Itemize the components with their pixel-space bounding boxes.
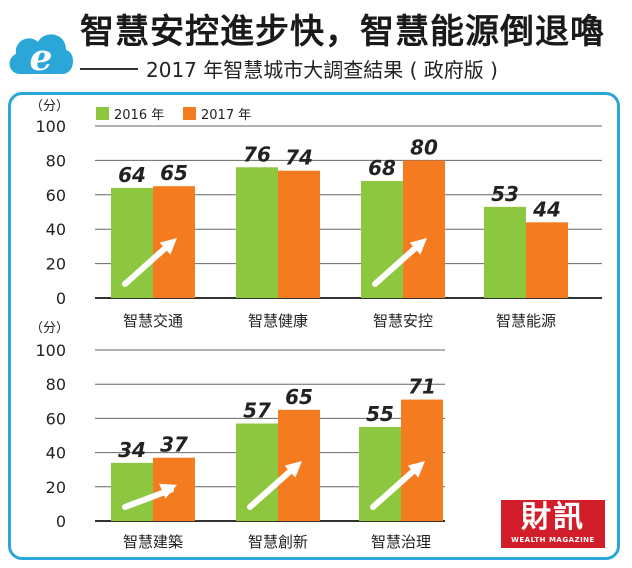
- improvement-arrow-icon: [122, 238, 177, 287]
- y-tick-label: 0: [56, 289, 66, 308]
- y-tick-label: 100: [35, 117, 66, 136]
- category-label: 智慧交通: [123, 312, 183, 330]
- bar-value-label: 64: [118, 163, 146, 187]
- arrow-head: [159, 238, 177, 255]
- bar-value-label: 71: [408, 375, 436, 399]
- improvement-arrow-icon: [122, 483, 177, 510]
- bar-2017: [401, 399, 443, 521]
- bar-value-label: 80: [410, 135, 438, 159]
- y-tick-label: 40: [46, 220, 66, 239]
- y-tick-label: 80: [46, 375, 66, 394]
- y-tick-label: 20: [46, 255, 66, 274]
- legend-label-2016: 2016 年: [114, 108, 164, 123]
- page-subtitle: 2017 年智慧城市大調查結果 ( 政府版 ): [146, 58, 498, 82]
- bar-2017: [526, 222, 568, 298]
- y-tick-label: 0: [56, 512, 66, 531]
- bar-value-label: 68: [368, 156, 396, 180]
- bar-value-label: 65: [160, 161, 188, 185]
- bar-value-label: 37: [160, 433, 188, 457]
- y-axis-unit-label: （分）: [30, 99, 69, 114]
- category-label: 智慧安控: [373, 312, 433, 330]
- y-tick-label: 80: [46, 151, 66, 170]
- bar-2017: [153, 457, 195, 521]
- bar-2017: [403, 160, 445, 298]
- category-label: 智慧建築: [123, 533, 183, 551]
- improvement-arrow-icon: [247, 461, 302, 510]
- arrow-shaft: [247, 463, 299, 510]
- bar-value-label: 53: [491, 182, 519, 206]
- arrow-shaft: [122, 240, 174, 287]
- legend-swatch-2017: [183, 107, 196, 120]
- bar-value-label: 74: [285, 146, 313, 170]
- bar-2017: [278, 170, 320, 298]
- bar-value-label: 57: [243, 399, 271, 423]
- bar-2016: [484, 206, 526, 298]
- page-title: 智慧安控進步快，智慧能源倒退嚕: [80, 12, 605, 52]
- bar-2016: [359, 426, 401, 521]
- y-tick-label: 20: [46, 478, 66, 497]
- improvement-arrow-icon: [370, 461, 425, 510]
- category-label: 智慧能源: [496, 312, 556, 330]
- category-label: 智慧治理: [371, 533, 431, 551]
- publisher-logo: 財訊 WEALTH MAGAZINE: [501, 500, 605, 548]
- arrow-head: [407, 461, 425, 478]
- y-tick-label: 60: [46, 186, 66, 205]
- category-label: 智慧創新: [248, 533, 308, 551]
- bar-2016: [236, 167, 278, 298]
- category-label: 智慧健康: [248, 312, 308, 330]
- arrow-shaft: [372, 240, 424, 287]
- y-tick-label: 40: [46, 444, 66, 463]
- subtitle-rule: [80, 68, 138, 70]
- bar-value-label: 34: [118, 438, 146, 462]
- arrow-head: [159, 483, 177, 499]
- arrow-head: [284, 461, 302, 478]
- arrow-shaft: [370, 463, 422, 510]
- legend-swatch-2016: [96, 107, 109, 120]
- y-tick-label: 100: [35, 341, 66, 360]
- publisher-tagline: WEALTH MAGAZINE: [511, 536, 595, 544]
- publisher-name: 財訊: [521, 500, 585, 535]
- bar-value-label: 44: [532, 197, 561, 221]
- bar-value-label: 76: [243, 142, 271, 166]
- e-logo-icon: e: [9, 34, 74, 78]
- arrow-head: [409, 238, 427, 255]
- y-axis-unit-label: （分）: [30, 321, 69, 336]
- bar-2016: [236, 423, 278, 521]
- bar-value-label: 65: [285, 385, 313, 409]
- bar-2016: [111, 462, 153, 521]
- bar-value-label: 55: [366, 402, 394, 426]
- improvement-arrow-icon: [372, 238, 427, 287]
- y-tick-label: 60: [46, 409, 66, 428]
- legend-label-2017: 2017 年: [201, 108, 251, 123]
- logo-letter: e: [30, 37, 53, 78]
